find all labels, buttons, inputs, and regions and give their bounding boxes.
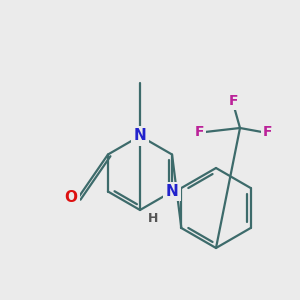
Text: O: O [64, 190, 77, 206]
Text: H: H [148, 212, 158, 224]
Text: N: N [166, 184, 178, 199]
Text: F: F [194, 125, 204, 139]
Text: F: F [228, 94, 238, 108]
Text: N: N [134, 128, 146, 143]
Text: F: F [263, 125, 273, 139]
